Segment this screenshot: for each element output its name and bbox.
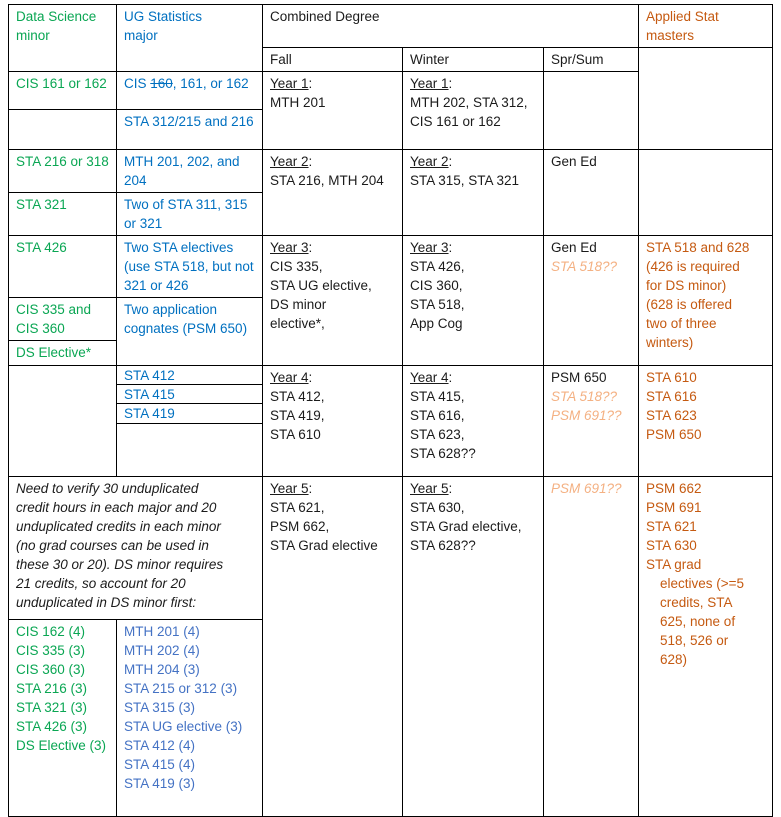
year2-fall-cell: Year 2: STA 216, MTH 204 xyxy=(262,149,403,236)
note-year5-row: Need to verify 30 unduplicated credit ho… xyxy=(8,476,773,817)
year-label: Year 5: xyxy=(410,481,453,496)
year1-ds-cell: CIS 161 or 162 xyxy=(8,71,117,110)
header-row: Data Science minor UG Statistics major C… xyxy=(8,4,773,72)
year4-ug1-cell: STA 412 xyxy=(116,365,263,385)
year1-ug2-cell: STA 312/215 and 216 xyxy=(116,109,263,150)
year-label: Year 1: xyxy=(410,76,453,91)
ug-major-header-cell: UG Statistics major xyxy=(116,4,263,72)
tentative-course-text: STA 518?? PSM 691?? xyxy=(551,389,622,423)
year3-fall-cell: Year 3: CIS 335, STA UG elective, DS min… xyxy=(262,235,403,366)
ds-minor-credit-list-cell: CIS 162 (4) CIS 335 (3) CIS 360 (3) STA … xyxy=(8,619,117,817)
degree-plan-table: Data Science minor UG Statistics major C… xyxy=(8,4,773,817)
year4-winter-cell: Year 4: STA 415, STA 616, STA 623, STA 6… xyxy=(402,365,544,477)
semester-header-row: Fall Winter Spr/Sum xyxy=(9,47,773,150)
winter-header-cell: Winter xyxy=(402,47,544,72)
masters-course-list: PSM 662 PSM 691 STA 621 STA 630 STA grad xyxy=(646,481,702,572)
course-list: STA 630, STA Grad elective, STA 628?? xyxy=(410,500,522,553)
year2-row-b: STA 321 Two of STA 311, 315 or 321 xyxy=(8,192,773,236)
gen-ed-text: Gen Ed xyxy=(551,240,597,255)
year-label: Year 1: xyxy=(270,76,313,91)
year-label: Year 3: xyxy=(270,240,313,255)
year1-ug-cell: CIS 160, 161, or 162 xyxy=(116,71,263,110)
year4-row-c: STA 419 xyxy=(9,403,773,424)
ug-course-text: , 161, or 162 xyxy=(172,76,249,91)
year-label: Year 2: xyxy=(410,154,453,169)
course-list: STA 412, STA 419, STA 610 xyxy=(270,389,325,442)
tentative-course-text: PSM 691?? xyxy=(551,481,622,496)
course-list: CIS 335, STA UG elective, DS minor elect… xyxy=(270,259,372,331)
year2-ds1-cell: STA 216 or 318 xyxy=(8,149,117,193)
year4-fall-cell: Year 4: STA 412, STA 419, STA 610 xyxy=(262,365,403,477)
year4-ds-empty-cell xyxy=(8,365,117,477)
combined-degree-header-cell: Combined Degree xyxy=(262,4,639,48)
year1-fall-cell: Year 1: MTH 201 xyxy=(262,71,403,150)
year3-ug2-cell: Two application cognates (PSM 650) xyxy=(116,297,263,366)
masters-empty-cell-top xyxy=(638,47,773,150)
fall-header-cell: Fall xyxy=(262,47,403,72)
ug-major-credit-list-cell: MTH 201 (4) MTH 202 (4) MTH 204 (3) STA … xyxy=(116,619,263,817)
year3-ds2-cell: CIS 335 and CIS 360 xyxy=(8,297,117,341)
psm-650-text: PSM 650 xyxy=(551,370,607,385)
year2-row-a: STA 216 or 318 MTH 201, 202, and 204 Yea… xyxy=(8,149,773,236)
year4-row-a: STA 412 Year 4: STA 412, STA 419, STA 61… xyxy=(8,365,773,477)
year2-ug2-cell: Two of STA 311, 315 or 321 xyxy=(116,192,263,236)
year3-sprsum-cell: Gen Ed STA 518?? xyxy=(543,235,639,366)
year2-masters-empty-cell xyxy=(638,149,773,236)
course-list: STA 426, CIS 360, STA 518, App Cog xyxy=(410,259,465,331)
year4-ug-empty-cell xyxy=(116,423,263,477)
year1-winter-cell: Year 1: MTH 202, STA 312, CIS 161 or 162 xyxy=(402,71,544,150)
course-list: STA 415, STA 616, STA 623, STA 628?? xyxy=(410,389,476,461)
year4-masters-cell: STA 610 STA 616 STA 623 PSM 650 xyxy=(638,365,773,477)
year3-row-b: CIS 335 and CIS 360 Two application cogn… xyxy=(8,297,773,366)
verification-note-cell: Need to verify 30 unduplicated credit ho… xyxy=(8,476,263,620)
credit-lists-row: CIS 162 (4) CIS 335 (3) CIS 360 (3) STA … xyxy=(8,619,773,817)
year-label: Year 3: xyxy=(410,240,453,255)
year3-ds1-cell: STA 426 xyxy=(8,235,117,298)
year4-ug3-cell: STA 419 xyxy=(116,403,263,424)
year1-row-b: STA 312/215 and 216 xyxy=(8,109,773,150)
year2-sprsum-cell: Gen Ed xyxy=(543,149,639,236)
year4-sprsum-cell: PSM 650 STA 518?? PSM 691?? xyxy=(543,365,639,477)
year5-winter-cell: Year 5: STA 630, STA Grad elective, STA … xyxy=(402,476,544,817)
year3-ug1-cell: Two STA electives (use STA 518, but not … xyxy=(116,235,263,298)
masters-electives-note: electives (>=5 credits, STA 625, none of… xyxy=(660,576,745,667)
year-label: Year 5: xyxy=(270,481,313,496)
year2-winter-cell: Year 2: STA 315, STA 321 xyxy=(402,149,544,236)
year1-row-a: CIS 161 or 162 CIS 160, 161, or 162 Year… xyxy=(8,71,773,150)
year5-masters-cell: PSM 662 PSM 691 STA 621 STA 630 STA grad… xyxy=(638,476,773,817)
year2-ds2-cell: STA 321 xyxy=(8,192,117,236)
year2-ug1-cell: MTH 201, 202, and 204 xyxy=(116,149,263,193)
year3-winter-cell: Year 3: STA 426, CIS 360, STA 518, App C… xyxy=(402,235,544,366)
year-label: Year 4: xyxy=(410,370,453,385)
year3-row-c: DS Elective* xyxy=(8,340,773,366)
struck-course-text: 160 xyxy=(150,76,173,91)
year5-sprsum-cell: PSM 691?? xyxy=(543,476,639,817)
year3-ds3-cell: DS Elective* xyxy=(8,340,117,366)
tentative-course-text: STA 518?? xyxy=(551,259,618,274)
ds-minor-header-cell: Data Science minor xyxy=(8,4,117,72)
course-list: STA 315, STA 321 xyxy=(410,173,520,188)
year5-fall-cell: Year 5: STA 621, PSM 662, STA Grad elect… xyxy=(262,476,403,817)
applied-stat-masters-header-cell: Applied Stat masters xyxy=(638,4,773,48)
course-list: MTH 201 xyxy=(270,95,326,110)
year3-masters-cell: STA 518 and 628 (426 is required for DS … xyxy=(638,235,773,366)
year1-sprsum-empty-cell xyxy=(543,71,639,150)
course-list: MTH 202, STA 312, CIS 161 or 162 xyxy=(410,95,528,129)
year-label: Year 4: xyxy=(270,370,313,385)
year3-row-a: STA 426 Two STA electives (use STA 518, … xyxy=(8,235,773,366)
year1-ds-empty-cell xyxy=(8,109,117,150)
course-list: STA 621, PSM 662, STA Grad elective xyxy=(270,500,378,553)
year4-ug2-cell: STA 415 xyxy=(116,384,263,404)
ug-course-text: CIS xyxy=(124,76,151,91)
sprsum-header-cell: Spr/Sum xyxy=(543,47,639,72)
course-list: STA 216, MTH 204 xyxy=(270,173,384,188)
year-label: Year 2: xyxy=(270,154,313,169)
